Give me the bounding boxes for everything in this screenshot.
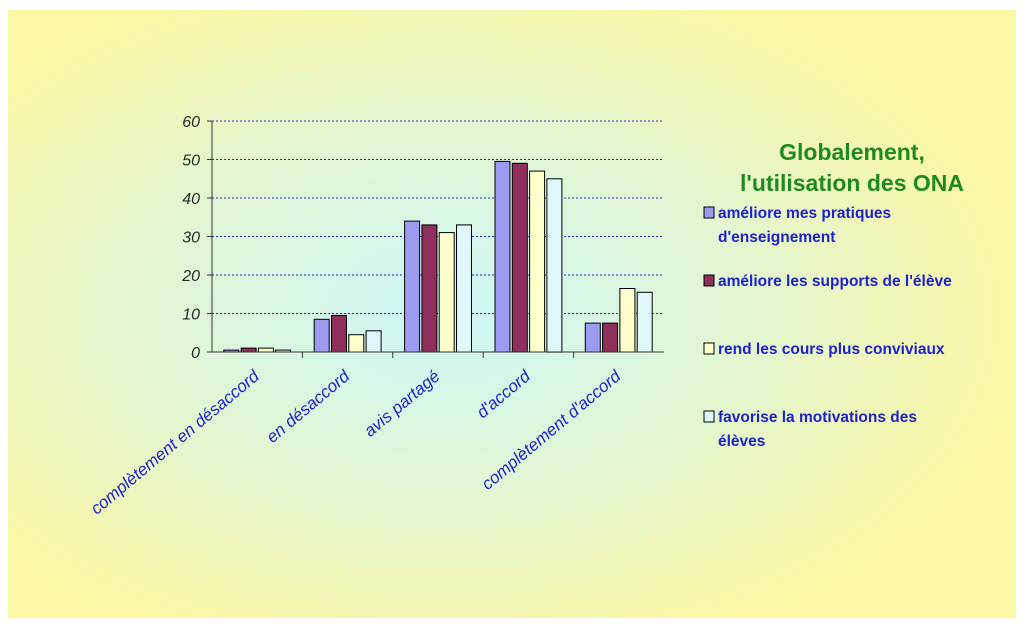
bar: [494, 160, 511, 353]
legend-label: favorise la motivations des: [718, 409, 917, 426]
y-tick-label: 0: [191, 345, 200, 362]
legend-title-line-2: l'utilisation des ONA: [740, 170, 964, 196]
y-tick-label: 30: [182, 230, 200, 247]
axes: [207, 120, 664, 358]
bar: [331, 314, 347, 353]
bar: [438, 232, 455, 353]
bar: [546, 178, 563, 353]
y-tick-label: 50: [182, 153, 200, 170]
y-tick-labels: 0 10 20 30 40 50 60: [181, 114, 200, 362]
bar: [456, 224, 472, 353]
legend-label: élèves: [718, 433, 765, 450]
legend-swatch: [703, 342, 715, 355]
bar: [511, 162, 528, 353]
y-tick-label: 60: [182, 114, 200, 131]
bar: [602, 322, 619, 353]
legend-label: améliore mes pratiques: [718, 205, 891, 222]
y-tick-label: 20: [181, 268, 200, 285]
bar: [313, 318, 330, 353]
bar: [529, 170, 546, 353]
legend: Globalement, l'utilisation des ONA améli…: [703, 139, 964, 450]
bars: [223, 160, 653, 353]
legend-swatch: [703, 274, 715, 287]
bar: [404, 220, 421, 353]
legend-label: rend les cours plus conviviaux: [718, 341, 945, 358]
bar: [365, 330, 382, 353]
bar: [584, 322, 601, 353]
legend-label: d'enseignement: [718, 229, 835, 246]
bar: [421, 224, 438, 353]
bar: [636, 291, 653, 353]
legend-swatch: [703, 410, 715, 423]
gridlines: [212, 120, 664, 314]
bar: [257, 347, 274, 353]
bar: [348, 334, 365, 353]
legend-title-line-1: Globalement,: [779, 139, 925, 165]
legend-label: améliore les supports de l'élève: [718, 273, 952, 290]
y-tick-label: 10: [182, 307, 200, 324]
bar: [619, 288, 636, 353]
legend-swatch: [703, 206, 715, 219]
y-tick-label: 40: [182, 191, 200, 208]
bar: [240, 347, 257, 353]
